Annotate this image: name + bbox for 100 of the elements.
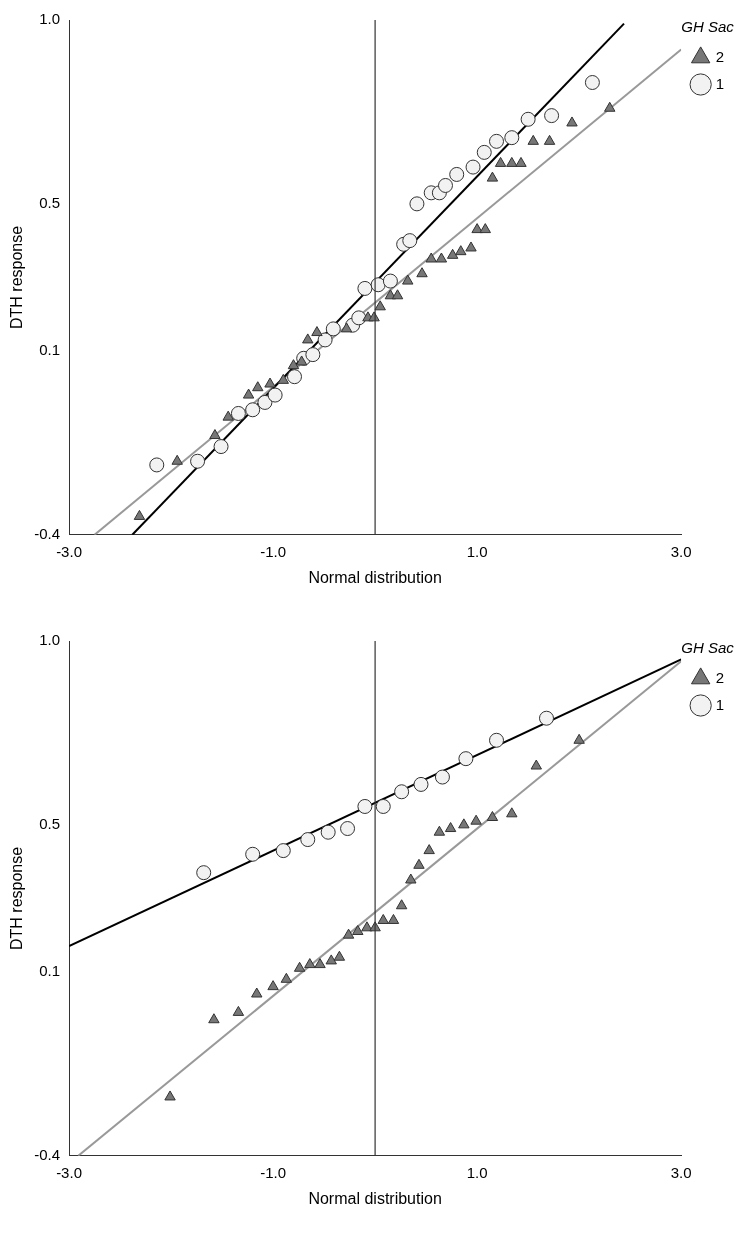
point [342,928,355,939]
y-tick-label: 0.1 [39,962,61,980]
y-tick-label: 1.0 [39,631,61,649]
point [438,177,453,193]
point [395,899,408,910]
point [377,913,389,924]
point [252,381,264,392]
point [164,1090,176,1101]
point [476,144,492,160]
point [311,326,323,337]
legend-label: 1 [715,74,724,92]
point [317,332,333,348]
point [465,241,477,252]
point [405,873,417,884]
point [280,972,293,983]
point [295,355,308,366]
point [434,769,450,785]
point [257,394,273,410]
point [357,798,373,814]
point [287,369,303,385]
point [302,333,314,344]
x-tick-label: -3.0 [56,542,82,560]
legend-label: 1 [715,695,724,713]
point [287,359,300,370]
point [489,732,504,748]
point [520,111,536,127]
point [494,156,507,167]
y-tick-label: 0.5 [39,194,61,211]
point [444,822,457,833]
x-tick-label: 1.0 [466,542,488,560]
point [300,832,316,848]
point [333,950,346,961]
point [352,924,364,935]
x-tick-label: -3.0 [56,1163,82,1181]
point [416,267,428,278]
point [486,171,499,182]
x-tick-label: -1.0 [260,542,287,560]
point [538,710,554,726]
point [325,321,341,337]
point [277,373,289,384]
point [267,387,283,403]
x-axis-title: Normal distribution [308,568,442,586]
y-tick-label: 0.1 [39,341,61,359]
point [245,402,261,418]
point [458,818,470,829]
point [190,453,206,469]
y-tick-label: 0.5 [39,815,61,832]
x-tick-label: -1.0 [260,1163,287,1181]
point [506,156,518,167]
point [251,987,263,998]
point [232,1005,245,1016]
point [275,843,291,859]
point [209,429,221,440]
point [409,196,425,212]
point [486,811,499,821]
legend-title: GH Sac [681,638,735,656]
point [543,134,556,145]
point [435,252,448,263]
point [357,280,373,296]
point [446,248,459,259]
y-axis-title: DTH response [8,846,26,950]
point [304,958,316,969]
x-axis-title: Normal distribution [308,1189,442,1207]
point [515,156,527,167]
point [413,858,425,869]
point [351,310,367,326]
point [479,223,491,234]
point [423,844,435,855]
point [340,821,356,837]
y-tick-label: -0.4 [34,1145,61,1163]
point [264,377,276,388]
point [149,457,165,473]
point [458,751,474,767]
point [489,133,504,149]
point [382,273,398,289]
point [425,252,437,263]
point [196,865,212,881]
point [293,961,306,972]
point [171,454,183,465]
point [455,245,467,256]
point [230,405,246,421]
x-tick-label: 3.0 [670,1163,692,1181]
point [504,130,520,146]
point [305,347,321,363]
point [387,913,400,924]
point [361,921,373,932]
point [208,1013,220,1024]
point [213,439,229,455]
point [402,233,418,249]
point [584,75,600,91]
point [604,101,616,112]
point [506,807,518,818]
y-axis-title: DTH response [8,225,26,329]
point [245,846,261,862]
x-tick-label: 1.0 [466,1163,488,1181]
point [527,134,539,145]
point [320,824,336,840]
point [375,798,391,814]
point [465,159,481,175]
point [566,116,578,127]
